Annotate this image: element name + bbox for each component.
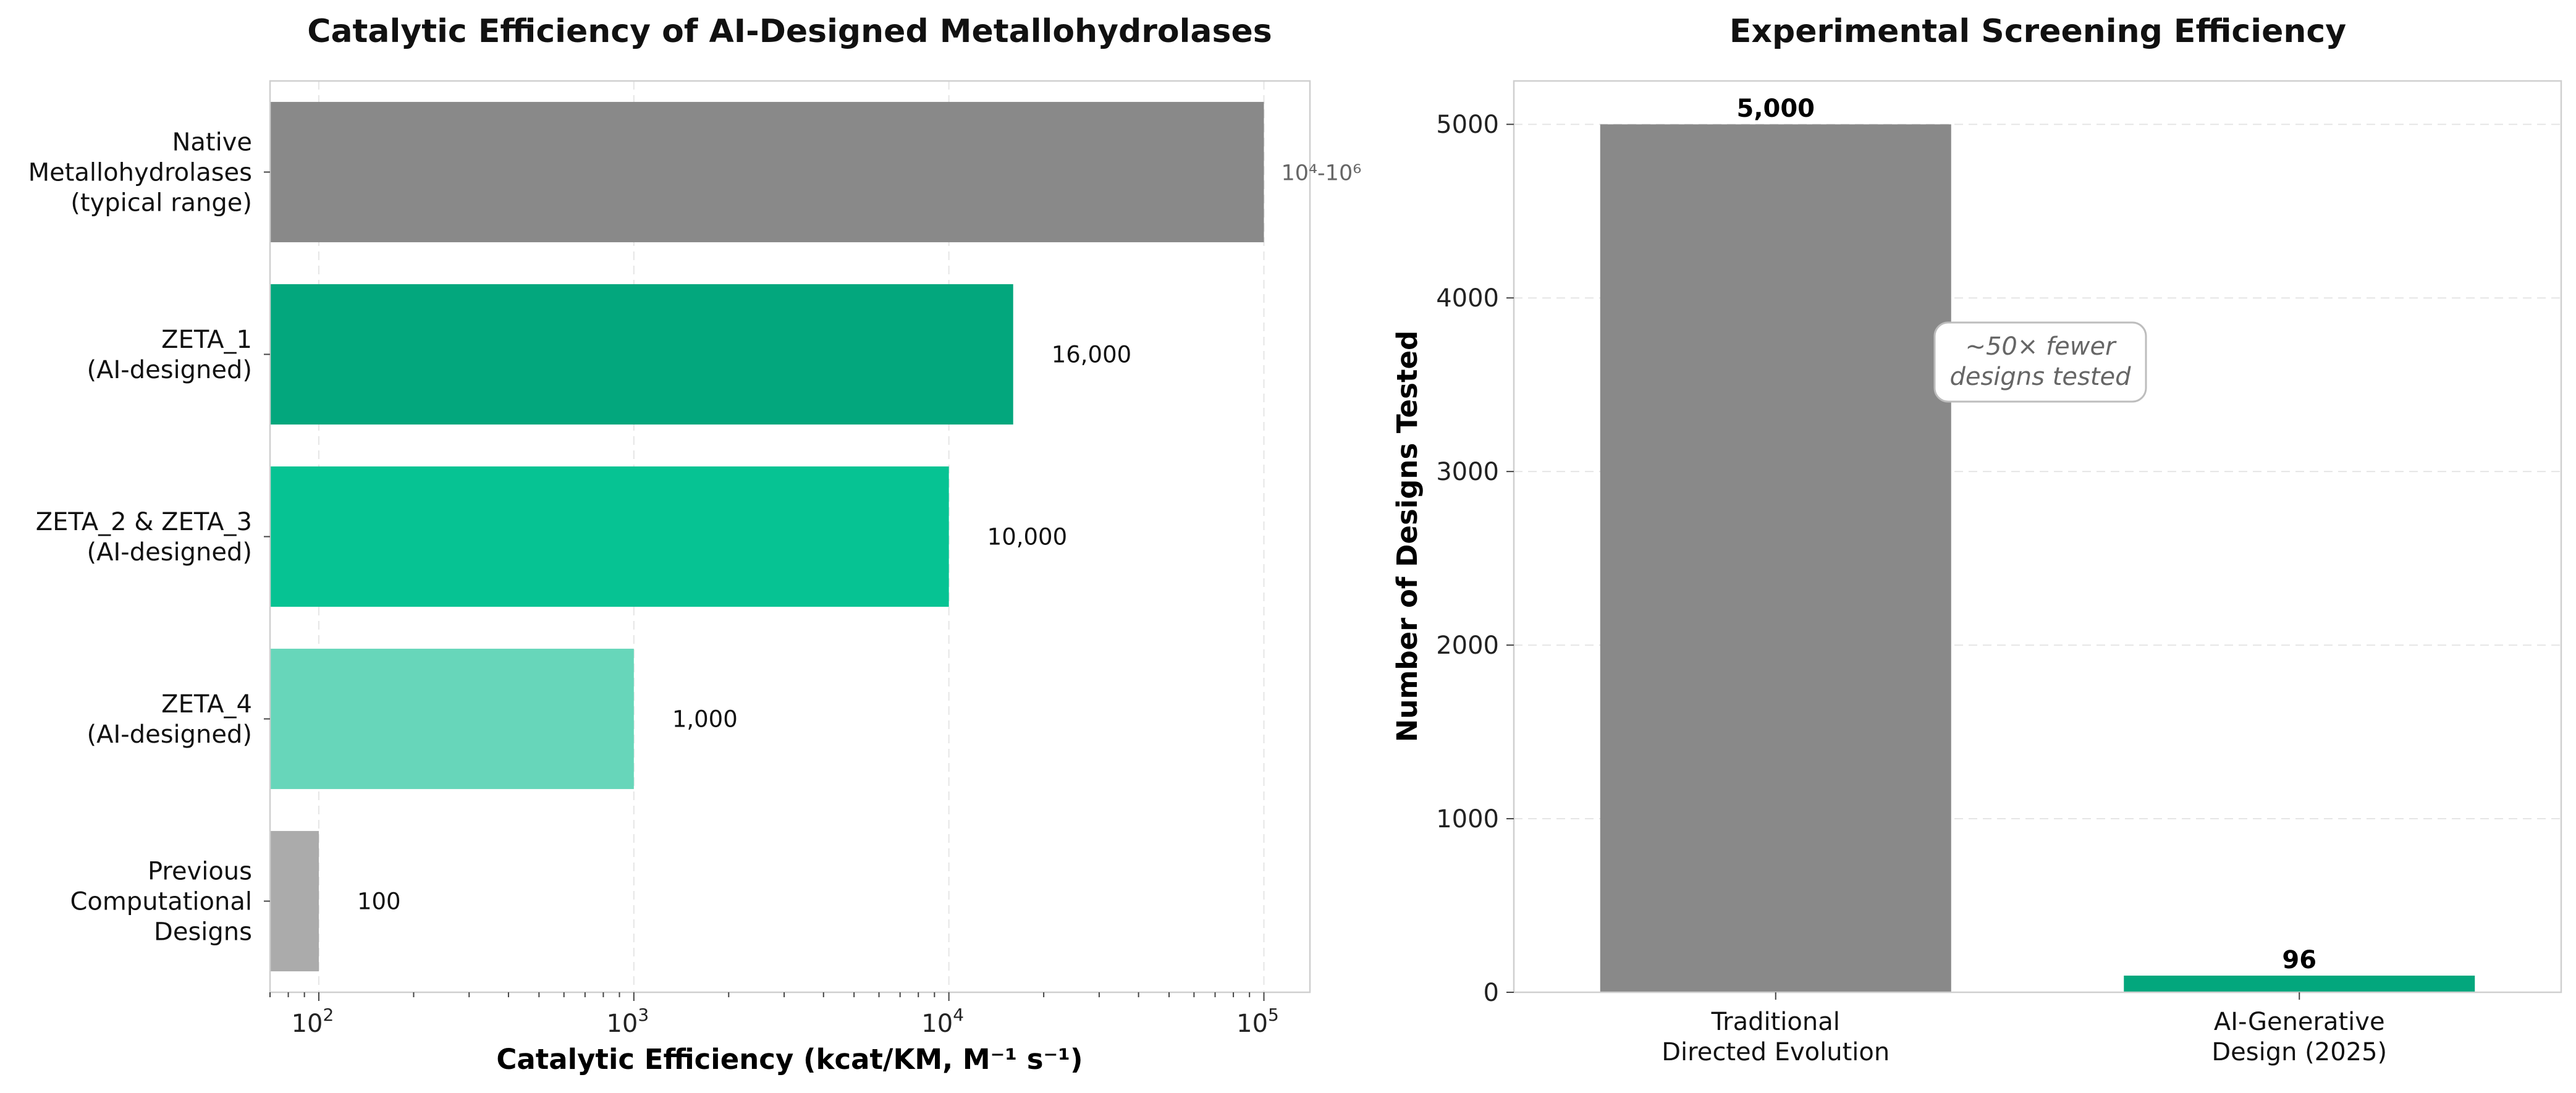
category-label: Traditional — [1711, 1008, 1840, 1036]
category-label: Directed Evolution — [1662, 1038, 1890, 1066]
left-chart-title: Catalytic Efficiency of AI-Designed Meta… — [307, 13, 1272, 50]
right-y-axis-label: Number of Designs Tested — [1391, 331, 1424, 742]
right-y-tick-label: 3000 — [1436, 458, 1499, 486]
category-label: (AI-designed) — [87, 720, 253, 749]
left-x-tick-label: 104 — [921, 1005, 964, 1038]
right-chart: Experimental Screening Efficiency 0 1000 2… — [1391, 13, 2562, 1066]
value-label: 1,000 — [672, 706, 738, 733]
category-label: Native — [172, 129, 252, 157]
right-y-tick-label: 4000 — [1436, 284, 1499, 313]
category-label: AI-Generative — [2214, 1008, 2385, 1036]
category-label: Designs — [154, 918, 252, 947]
bar-traditional — [1600, 124, 1951, 993]
annotation-line-2: designs tested — [1949, 363, 2131, 391]
annotation-line-1: ~50× fewer — [1965, 332, 2117, 361]
left-x-ticks: 102 103 104 105 — [269, 992, 1279, 1038]
left-x-tick-label: 105 — [1236, 1005, 1279, 1038]
right-y-tick-label: 2000 — [1436, 631, 1499, 660]
left-value-labels: 10⁴-10⁶ 16,000 10,000 1,000 100 — [357, 161, 1361, 915]
category-label: (typical range) — [70, 189, 252, 217]
value-label: 96 — [2282, 946, 2316, 974]
left-x-axis-label: Catalytic Efficiency (kcat/KM, M⁻¹ s⁻¹) — [496, 1043, 1083, 1076]
right-value-labels: 5,000 96 — [1736, 95, 2316, 974]
value-label: 10,000 — [987, 524, 1067, 551]
value-label: 100 — [357, 888, 401, 915]
screening-annotation: ~50× fewer designs tested — [1933, 321, 2147, 403]
bar-ai-generative — [2124, 976, 2475, 992]
category-label: ZETA_2 & ZETA_3 — [36, 508, 252, 536]
left-bars — [270, 101, 1264, 972]
value-label: 10⁴-10⁶ — [1281, 161, 1361, 186]
right-y-tick-label: 5000 — [1436, 111, 1499, 139]
left-chart: Catalytic Efficiency of AI-Designed Meta… — [28, 13, 1362, 1076]
right-bars — [1600, 124, 2475, 993]
bar-zeta-2-zeta-3 — [270, 466, 949, 607]
bar-previous — [270, 830, 319, 972]
left-x-tick-label: 102 — [292, 1005, 334, 1038]
bar-native — [270, 101, 1264, 243]
category-label: (AI-designed) — [87, 356, 253, 384]
category-label: Previous — [148, 858, 252, 886]
right-chart-title: Experimental Screening Efficiency — [1729, 13, 2346, 50]
right-y-ticks: 0 1000 2000 3000 4000 5000 — [1436, 111, 1514, 1007]
right-plot-frame — [1513, 80, 2562, 994]
annotation-box — [1933, 321, 2147, 403]
bar-zeta-4 — [270, 648, 634, 790]
category-label: Metallohydrolases — [28, 159, 252, 187]
category-label: ZETA_1 — [161, 326, 252, 354]
category-label: (AI-designed) — [87, 538, 253, 567]
value-label: 16,000 — [1052, 342, 1131, 368]
category-label: Computational — [70, 888, 252, 916]
left-x-tick-label: 103 — [606, 1005, 649, 1038]
right-y-tick-label: 1000 — [1436, 805, 1499, 833]
value-label: 5,000 — [1736, 95, 1815, 123]
right-y-tick-label: 0 — [1484, 979, 1499, 1007]
bar-zeta-1 — [270, 284, 1013, 425]
category-label: ZETA_4 — [161, 690, 252, 719]
category-label: Design (2025) — [2211, 1038, 2387, 1066]
